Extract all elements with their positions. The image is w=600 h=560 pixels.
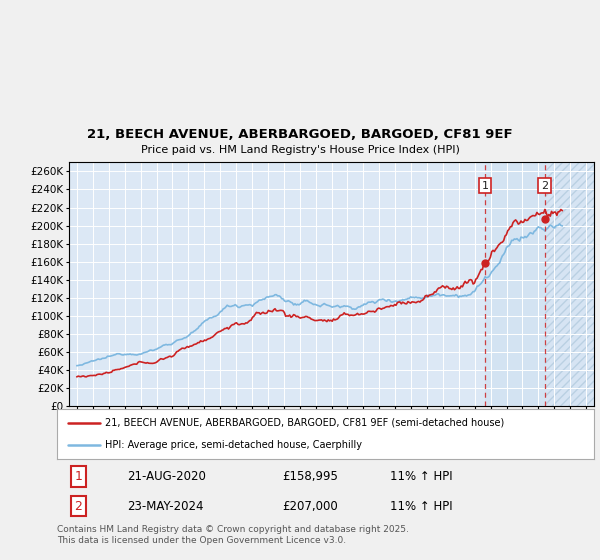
Text: 1: 1 <box>74 470 82 483</box>
Text: £207,000: £207,000 <box>283 500 338 512</box>
Text: 11% ↑ HPI: 11% ↑ HPI <box>390 500 452 512</box>
Text: 11% ↑ HPI: 11% ↑ HPI <box>390 470 452 483</box>
Text: 21, BEECH AVENUE, ABERBARGOED, BARGOED, CF81 9EF: 21, BEECH AVENUE, ABERBARGOED, BARGOED, … <box>87 128 513 141</box>
Bar <box>485 162 545 406</box>
Text: Price paid vs. HM Land Registry's House Price Index (HPI): Price paid vs. HM Land Registry's House … <box>140 144 460 155</box>
Text: 2: 2 <box>74 500 82 512</box>
Text: £158,995: £158,995 <box>283 470 338 483</box>
Bar <box>545 162 594 406</box>
Text: HPI: Average price, semi-detached house, Caerphilly: HPI: Average price, semi-detached house,… <box>106 440 362 450</box>
Text: Contains HM Land Registry data © Crown copyright and database right 2025.
This d: Contains HM Land Registry data © Crown c… <box>57 525 409 544</box>
Text: 1: 1 <box>481 180 488 190</box>
Bar <box>545 162 594 406</box>
Text: 23-MAY-2024: 23-MAY-2024 <box>127 500 203 512</box>
Text: 21-AUG-2020: 21-AUG-2020 <box>127 470 206 483</box>
Text: 2: 2 <box>541 180 548 190</box>
Text: 21, BEECH AVENUE, ABERBARGOED, BARGOED, CF81 9EF (semi-detached house): 21, BEECH AVENUE, ABERBARGOED, BARGOED, … <box>106 418 505 428</box>
